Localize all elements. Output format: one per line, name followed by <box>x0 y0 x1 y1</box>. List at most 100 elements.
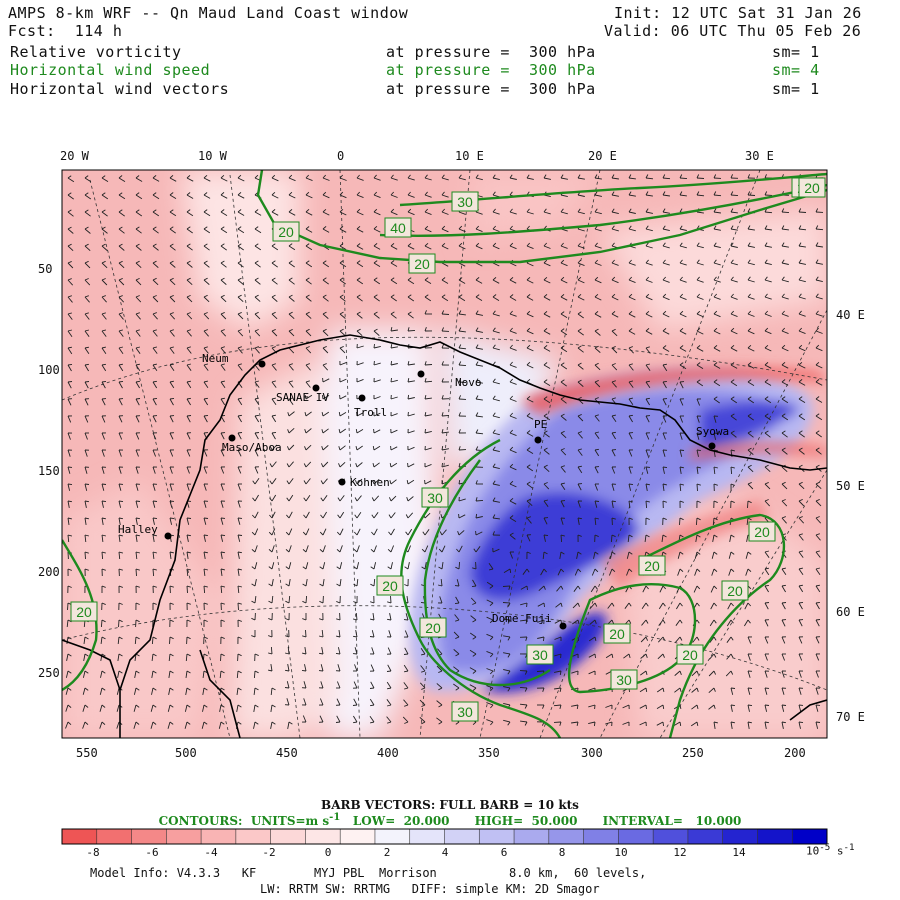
wind-barb <box>322 364 329 371</box>
wind-barb <box>424 480 432 485</box>
wind-barb-feather <box>271 363 276 366</box>
wind-barb-feather <box>560 311 565 315</box>
wind-barb <box>815 721 819 729</box>
wind-barb <box>339 579 342 587</box>
wind-barb <box>237 551 240 559</box>
wind-barb-feather <box>611 602 615 607</box>
wind-barb <box>117 653 120 661</box>
wind-barb <box>67 211 74 217</box>
wind-barb <box>798 279 806 283</box>
wind-barb <box>713 398 720 404</box>
wind-barb-feather <box>169 397 175 400</box>
wind-barb <box>441 228 449 233</box>
wind-barb <box>287 664 290 672</box>
wind-barb-feather <box>286 446 290 451</box>
wind-barb <box>640 653 647 659</box>
wind-barb <box>118 483 122 491</box>
wind-barb <box>169 500 173 508</box>
wind-barb <box>169 432 174 440</box>
wind-barb <box>237 313 244 320</box>
wind-barb-feather <box>543 362 548 366</box>
wind-barb <box>781 262 789 265</box>
wind-barb-feather <box>372 462 375 468</box>
wind-barb <box>419 716 426 723</box>
wind-barb-feather <box>186 568 192 571</box>
colorbar-swatch <box>409 829 445 844</box>
wind-barb-feather <box>507 602 511 607</box>
wind-barb <box>509 211 517 215</box>
wind-barb <box>101 279 108 286</box>
wind-barb-feather <box>492 412 496 417</box>
wind-barb <box>271 398 277 406</box>
wind-barb <box>84 415 89 423</box>
wind-barb <box>150 704 154 712</box>
wind-barb <box>641 602 647 610</box>
wind-barb <box>645 228 653 232</box>
wind-barb <box>543 262 551 267</box>
wind-barb <box>253 687 256 695</box>
wind-barb-feather <box>135 704 140 708</box>
wind-barb-feather <box>336 531 341 536</box>
wind-barb <box>135 279 142 286</box>
wind-barb <box>458 364 467 367</box>
wind-barb-feather <box>713 585 718 590</box>
wind-barb <box>458 296 466 302</box>
colorbar-swatch <box>62 829 98 844</box>
wind-barb <box>713 381 721 387</box>
wind-barb <box>781 449 788 455</box>
wind-barb-feather <box>169 192 174 196</box>
wind-barb <box>645 483 648 491</box>
wind-barb-feather <box>152 380 157 383</box>
wind-barb-feather <box>781 567 787 570</box>
wind-barb <box>373 396 381 400</box>
wind-barb-feather <box>458 242 463 247</box>
wind-barb <box>675 636 681 643</box>
wind-barb-feather <box>577 551 582 555</box>
wind-barb <box>237 466 242 474</box>
wind-barb <box>118 381 123 389</box>
wind-barb-feather <box>288 294 293 298</box>
wind-barb <box>237 602 239 611</box>
wind-barb-feather <box>526 568 530 573</box>
wind-barb-feather <box>543 568 547 573</box>
wind-barb <box>67 364 72 372</box>
wind-barb-feather <box>254 260 259 264</box>
wind-barb-feather <box>662 534 667 538</box>
wind-barb-feather <box>611 653 614 658</box>
wind-barb <box>322 378 330 383</box>
wind-barb-feather <box>492 378 496 383</box>
wind-barb-feather <box>169 243 174 247</box>
wind-barb-feather <box>509 412 514 417</box>
wind-barb-feather <box>713 191 717 196</box>
wind-barb <box>781 585 786 593</box>
wind-barb-feather <box>220 670 225 674</box>
wind-barb-feather <box>492 191 496 196</box>
wind-barb <box>458 514 466 519</box>
wind-barb <box>288 177 296 182</box>
wind-barb-feather <box>371 514 375 519</box>
wind-barb <box>322 228 330 233</box>
wind-barb <box>390 279 398 285</box>
wind-barb-feather <box>441 344 445 349</box>
wind-barb <box>798 449 805 455</box>
wind-barb <box>588 653 596 658</box>
wind-barb <box>339 495 345 502</box>
wind-barb-feather <box>798 242 802 247</box>
wind-barb-feather <box>237 192 242 196</box>
wind-barb-feather <box>353 531 358 536</box>
svg-text:Dome Fuji: Dome Fuji <box>492 612 552 625</box>
wind-barb-feather <box>815 721 821 723</box>
wind-barb <box>674 670 681 676</box>
wind-barb <box>407 296 415 302</box>
wind-barb <box>436 683 443 689</box>
wind-barb <box>186 585 188 594</box>
wind-barb-feather <box>815 413 820 417</box>
wind-barb <box>543 500 549 507</box>
wind-barb-feather <box>815 344 820 349</box>
wind-barb <box>526 330 534 335</box>
wind-barb <box>611 432 616 440</box>
wind-barb <box>185 687 188 695</box>
wind-barb-feather <box>543 602 545 608</box>
wind-barb <box>220 262 227 268</box>
wind-barb <box>560 534 563 543</box>
